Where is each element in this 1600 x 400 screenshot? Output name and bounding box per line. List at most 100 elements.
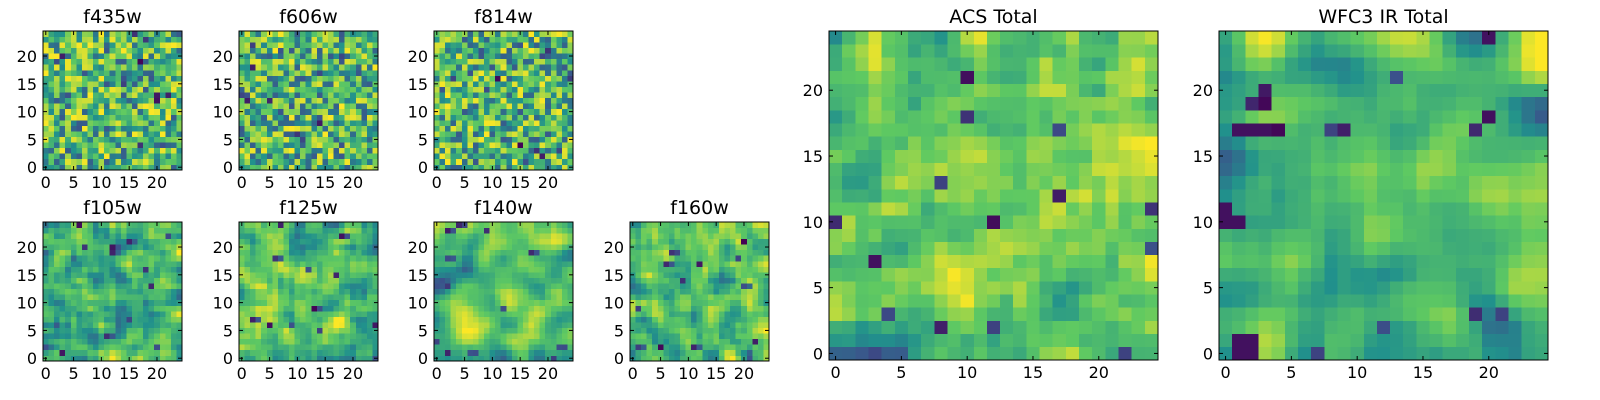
heatmap-cell (842, 333, 856, 348)
heatmap-cell (674, 310, 681, 317)
heatmap-cell (316, 244, 323, 251)
heatmap-cell (355, 349, 362, 356)
heatmap-cell (289, 153, 295, 160)
heatmap-cell (746, 272, 753, 278)
heatmap-cell (495, 92, 502, 99)
heatmap-cell (752, 344, 759, 351)
heatmap-cell (500, 338, 507, 345)
heatmap-cell (131, 47, 138, 54)
heatmap-cell (137, 327, 144, 334)
x-tick-label: 20 (147, 173, 167, 192)
heatmap-cell (239, 349, 245, 356)
heatmap-cell (696, 283, 703, 290)
heatmap-cell (143, 260, 149, 267)
heatmap-cell (478, 103, 485, 110)
heatmap-cell (445, 86, 452, 93)
heatmap-cell (76, 47, 83, 54)
heatmap-cell (131, 222, 138, 228)
heatmap-cell (539, 272, 546, 278)
heatmap-cell (707, 299, 714, 306)
heatmap-cell (517, 153, 524, 160)
heatmap-cell (272, 338, 279, 345)
heatmap-cell (277, 131, 284, 137)
heatmap-cell (322, 294, 329, 301)
heatmap-cell (522, 310, 529, 317)
heatmap-cell (277, 36, 284, 43)
heatmap-cell (344, 260, 351, 267)
heatmap-cell (131, 86, 138, 93)
heatmap-cell (350, 119, 357, 126)
heatmap-cell (131, 75, 138, 82)
heatmap-cell (327, 36, 334, 43)
heatmap-cell (366, 131, 373, 137)
heatmap-cell (461, 238, 468, 245)
heatmap-cell (81, 244, 88, 251)
x-tick-label: 15 (119, 364, 139, 383)
heatmap-cell (517, 69, 524, 76)
heatmap-cell (517, 131, 524, 137)
heatmap-cell (724, 316, 731, 323)
heatmap-cell (261, 283, 268, 290)
heatmap-cell (842, 175, 856, 190)
heatmap-cell (561, 147, 568, 154)
heatmap-cell (294, 69, 301, 76)
heatmap-cell (511, 255, 518, 262)
heatmap-cell (350, 36, 357, 43)
heatmap-cell (327, 249, 334, 256)
heatmap-cells (434, 222, 574, 362)
heatmap-cell (316, 64, 323, 71)
heatmap-cell (48, 238, 55, 245)
heatmap-cell (702, 233, 709, 240)
heatmap-cell (450, 108, 457, 115)
heatmap-cell (484, 277, 490, 284)
heatmap-cell (316, 86, 323, 93)
heatmap-cell (70, 119, 77, 126)
heatmap-cell (48, 81, 55, 87)
heatmap-cell (484, 238, 490, 245)
heatmap-cell (528, 238, 535, 245)
heatmap-cell (528, 114, 535, 121)
heatmap-cell (93, 81, 99, 87)
heatmap-cell (685, 299, 692, 306)
heatmap-cell (517, 244, 524, 251)
heatmap-cell (947, 188, 961, 203)
heatmap-cell (170, 288, 177, 295)
heatmap-cell (76, 103, 83, 110)
heatmap-cell (289, 294, 295, 301)
heatmap-cell (272, 322, 279, 328)
heatmap-cell (461, 42, 468, 49)
heatmap-cell (333, 227, 340, 234)
heatmap-cell (54, 53, 61, 60)
heatmap-cell (556, 238, 563, 245)
heatmap-cell (461, 227, 468, 234)
heatmap-cell (126, 53, 133, 60)
heatmap-cell (534, 75, 540, 82)
heatmap-cell (439, 153, 446, 160)
heatmap-cell (126, 58, 133, 65)
heatmap-cell (255, 227, 262, 234)
heatmap-cell (159, 81, 166, 87)
heatmap-cell (43, 288, 49, 295)
heatmap-cell (109, 266, 116, 273)
heatmap-cell (327, 75, 334, 82)
heatmap-cell (467, 97, 474, 104)
heatmap-cell (289, 31, 295, 37)
heatmap-cell (148, 344, 155, 351)
heatmap-cell (355, 327, 362, 334)
heatmap-cell (170, 119, 177, 126)
heatmap-cell (327, 136, 334, 143)
heatmap-cell (489, 75, 496, 82)
heatmap-cell (522, 338, 529, 345)
heatmap-cell (261, 53, 268, 60)
heatmap-cell (261, 142, 268, 149)
heatmap-cell (361, 114, 368, 121)
heatmap-cell (305, 147, 312, 154)
heatmap-cell (311, 119, 318, 126)
panel-title: f125w (279, 197, 338, 219)
heatmap-cell (109, 153, 116, 160)
heatmap-cell (511, 86, 518, 93)
heatmap-cell (702, 305, 709, 312)
heatmap-cell (165, 75, 172, 82)
heatmap-cell (713, 338, 720, 345)
heatmap-cell (327, 114, 334, 121)
